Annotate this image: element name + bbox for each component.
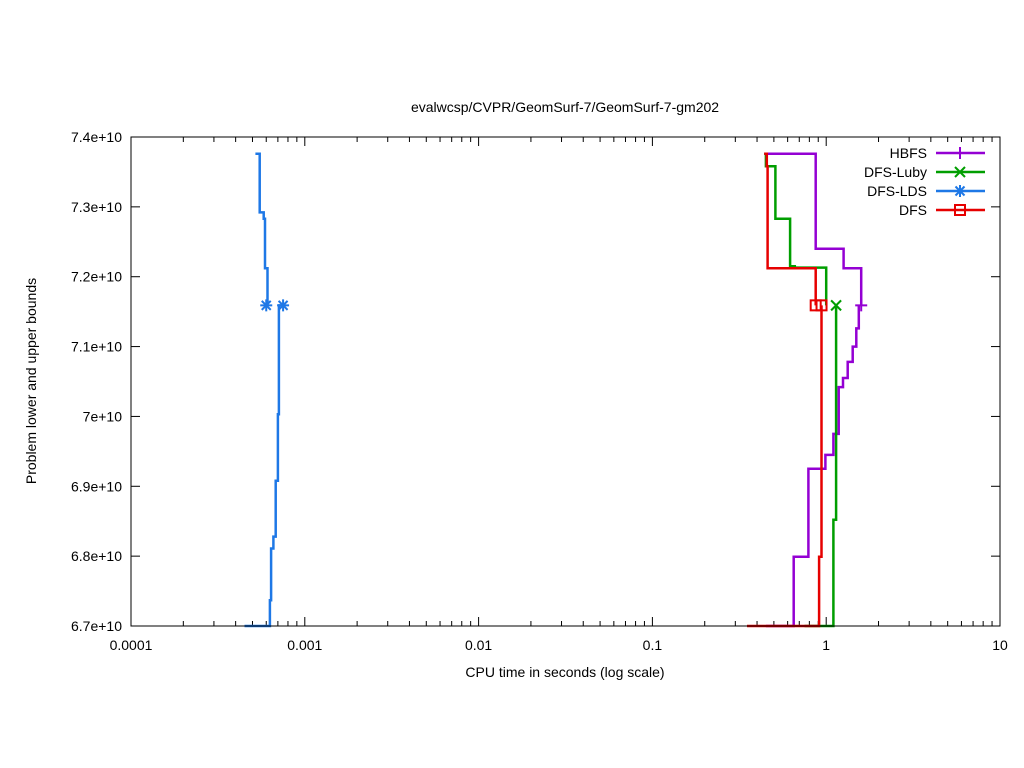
legend-label: DFS [899,202,927,218]
legend: HBFS DFS-Luby DFS-LDS DFS [864,145,985,218]
legend-label: DFS-LDS [867,183,927,199]
y-tick-label: 6.7e+10 [71,618,122,634]
legend-item: DFS-Luby [864,164,985,180]
y-tick-label: 7.2e+10 [71,269,122,285]
axis-ticks: 0.0001 0.001 0.01 0.1 1 10 6.7e+10 6.8e+10 6.9e+… [71,129,1008,653]
y-tick-label: 6.8e+10 [71,548,122,564]
legend-marker [954,147,966,159]
legend-item: HBFS [890,145,985,161]
series-lower-bound-line [244,304,284,628]
series-upper-bound-line [764,152,863,306]
series-point-marker [277,299,290,312]
x-tick-label: 10 [992,637,1008,653]
legend-marker [954,204,966,216]
series-point-marker [830,299,842,312]
plot-border [130,136,1001,627]
series-lower-bound-line [765,305,861,628]
series-layer [244,152,868,628]
y-tick-label: 7.1e+10 [71,339,122,355]
series-point-marker [855,299,868,312]
x-tick-label: 0.01 [465,637,492,653]
x-tick-label: 0.0001 [110,637,153,653]
legend-item: DFS-LDS [867,183,985,199]
legend-marker [954,166,966,178]
series-dfs-lds [244,152,290,628]
legend-marker [954,185,966,197]
series-lower-bound-line [747,305,823,628]
y-tick-label: 7e+10 [83,408,123,424]
series-point-marker [815,299,828,312]
y-tick-label: 7.4e+10 [71,129,122,145]
legend-label: HBFS [890,145,927,161]
series-point-marker [260,299,273,312]
y-axis-label: Problem lower and upper bounds [23,278,39,484]
legend-item: DFS [899,202,985,218]
x-tick-label: 1 [822,637,830,653]
y-tick-label: 6.9e+10 [71,478,122,494]
series-hbfs [764,152,868,628]
series-dfs-luby [764,152,842,628]
x-tick-label: 0.1 [643,637,663,653]
series-upper-bound-line [764,152,817,306]
legend-label: DFS-Luby [864,164,927,180]
x-axis-label: CPU time in seconds (log scale) [465,664,664,680]
chart-title: evalwcsp/CVPR/GeomSurf-7/GeomSurf-7-gm20… [411,99,719,115]
x-tick-label: 0.001 [287,637,322,653]
y-tick-label: 7.3e+10 [71,199,122,215]
series-upper-bound-line [255,152,269,306]
